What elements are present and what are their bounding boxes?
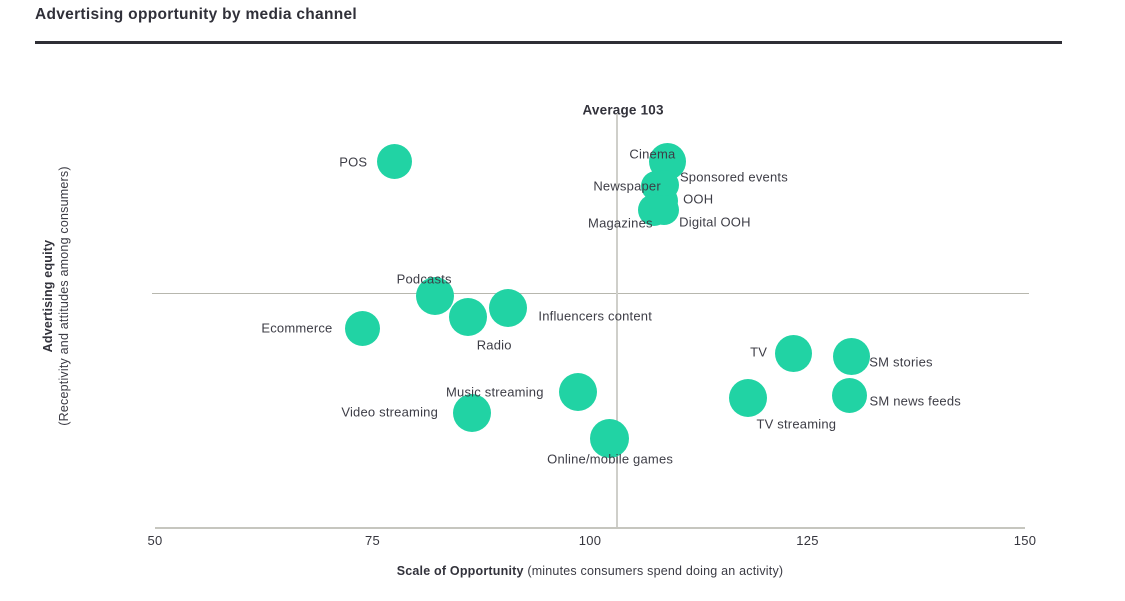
label-cinema: Cinema — [629, 146, 676, 162]
label-video-streaming: Video streaming — [341, 404, 439, 420]
bubble-podcasts — [416, 276, 455, 315]
bubble-tv — [775, 335, 813, 373]
x-axis-title-note: (minutes consumers spend doing an activi… — [527, 564, 784, 578]
label-sm-stories: SM stories — [869, 354, 933, 370]
bubble-ecommerce — [345, 311, 381, 347]
label-radio: Radio — [476, 337, 512, 353]
label-tv-streaming: TV streaming — [756, 416, 837, 432]
bubble-pos — [376, 144, 412, 180]
bubble-sm-stories — [832, 338, 870, 376]
bubble-tv-streaming — [729, 379, 768, 418]
label-influencers-content: Influencers content — [538, 308, 653, 324]
label-tv: TV — [750, 344, 768, 360]
label-podcasts: Podcasts — [396, 271, 452, 287]
bubble-online-mobile-games — [589, 419, 629, 459]
average-line-label: Average 103 — [582, 102, 664, 118]
average-scale-gridline — [616, 114, 618, 527]
x-axis-title-main: Scale of Opportunity — [396, 564, 524, 578]
title-divider — [35, 41, 1062, 44]
y-axis-title-note: (Receptivity and attitudes among consume… — [57, 166, 72, 426]
bubble-digital-ooh — [648, 195, 679, 226]
label-magazines: Magazines — [588, 215, 653, 231]
label-music-streaming: Music streaming — [445, 384, 544, 400]
bubble-sm-news-feeds — [831, 377, 867, 413]
x-tick-label-50: 50 — [147, 533, 163, 548]
label-ooh: OOH — [683, 191, 714, 207]
bubble-video-streaming — [452, 393, 491, 432]
bubble-radio — [449, 297, 488, 336]
y-axis-title: Advertising equity (Receptivity and atti… — [40, 126, 74, 466]
label-pos: POS — [339, 154, 368, 170]
x-tick-label-125: 125 — [796, 533, 819, 548]
x-tick-label-75: 75 — [364, 533, 381, 548]
label-sponsored-events: Sponsored events — [679, 169, 788, 185]
label-digital-ooh: Digital OOH — [679, 214, 751, 230]
label-ecommerce: Ecommerce — [261, 320, 333, 336]
x-axis-line — [155, 527, 1025, 529]
y-axis-title-main: Advertising equity — [41, 239, 55, 353]
page-title: Advertising opportunity by media channel — [35, 6, 358, 23]
label-newspaper: Newspaper — [593, 178, 661, 194]
bubble-influencers-content — [489, 288, 528, 327]
label-online-mobile-games: Online/mobile games — [547, 451, 674, 467]
x-tick-label-100: 100 — [578, 533, 602, 548]
bubble-music-streaming — [558, 372, 597, 411]
x-tick-label-150: 150 — [1013, 533, 1037, 548]
average-equity-gridline — [152, 292, 1029, 295]
label-sm-news-feeds: SM news feeds — [869, 393, 961, 409]
x-axis-title: Scale of Opportunity (minutes consumers … — [155, 564, 1025, 578]
